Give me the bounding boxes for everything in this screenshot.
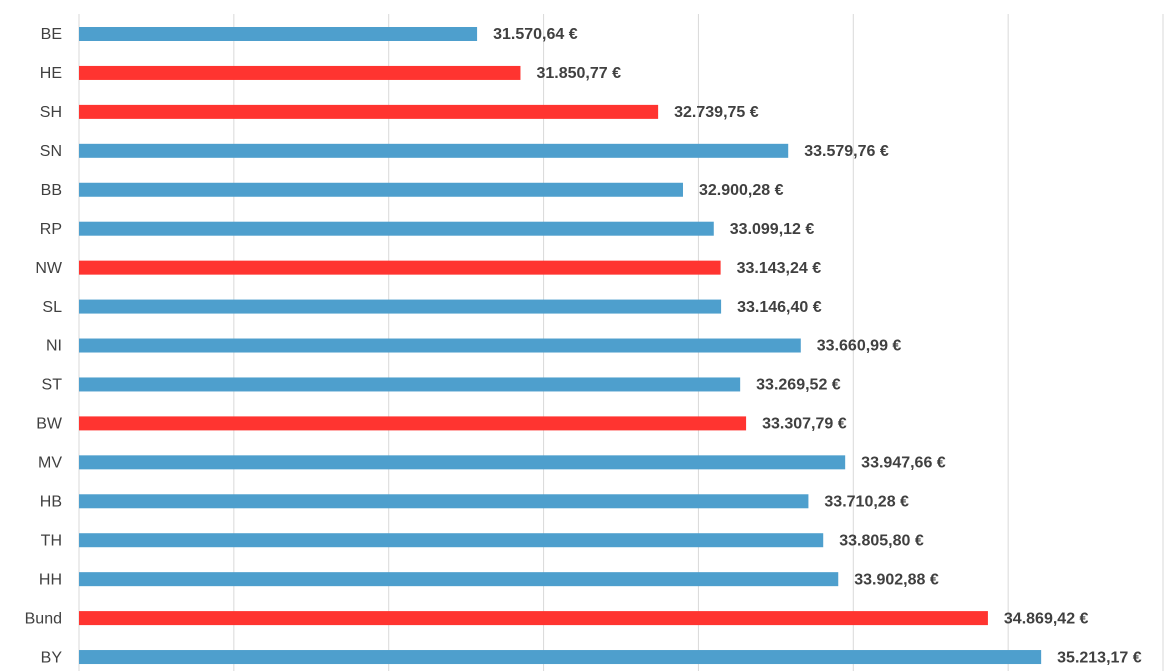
y-tick-label: Bund: [25, 610, 62, 627]
y-tick-label: BB: [41, 182, 62, 199]
y-tick-label: HB: [40, 493, 62, 510]
value-label: 33.805,80 €: [839, 532, 924, 549]
y-tick-label: NI: [46, 338, 62, 355]
bar: [79, 65, 521, 80]
bar: [79, 143, 789, 158]
y-tick-label: ST: [42, 377, 63, 394]
y-tick-label: BE: [41, 26, 62, 43]
y-tick-label: SN: [40, 143, 62, 160]
value-label: 33.660,99 €: [817, 338, 902, 355]
value-label: 31.850,77 €: [536, 65, 621, 82]
value-label: 33.143,24 €: [737, 260, 822, 277]
bar: [79, 377, 741, 392]
bar: [79, 260, 721, 275]
bar: [79, 494, 809, 509]
value-label: 33.902,88 €: [854, 571, 939, 588]
bar: [79, 455, 846, 470]
bar: [79, 221, 714, 236]
y-tick-label: HE: [40, 65, 62, 82]
value-label: 33.947,66 €: [861, 455, 946, 472]
bar: [79, 611, 988, 626]
y-tick-label: SH: [40, 104, 62, 121]
value-label: 33.269,52 €: [756, 377, 841, 394]
value-label: 35.213,17 €: [1057, 649, 1142, 666]
y-tick-label: RP: [40, 221, 62, 238]
y-tick-label: SL: [42, 299, 62, 316]
bar: [79, 572, 839, 587]
y-tick-label: HH: [39, 571, 62, 588]
y-tick-label: BY: [41, 649, 63, 666]
bar: [79, 416, 747, 431]
bar: [79, 104, 659, 119]
value-label: 33.146,40 €: [737, 299, 822, 316]
y-tick-label: MV: [38, 455, 62, 472]
y-tick-label: NW: [35, 260, 63, 277]
value-label: 31.570,64 €: [493, 26, 578, 43]
bar: [79, 182, 683, 197]
bar: [79, 650, 1042, 665]
value-label: 32.739,75 €: [674, 104, 759, 121]
bar: [79, 299, 722, 314]
value-label: 32.900,28 €: [699, 182, 784, 199]
value-label: 34.869,42 €: [1004, 610, 1089, 627]
value-label: 33.099,12 €: [730, 221, 815, 238]
value-label: 33.579,76 €: [804, 143, 889, 160]
y-tick-label: TH: [41, 532, 62, 549]
value-label: 33.307,79 €: [762, 416, 847, 433]
y-tick-label: BW: [36, 416, 63, 433]
bar: [79, 533, 824, 548]
value-label: 33.710,28 €: [824, 493, 909, 510]
bar: [79, 338, 801, 353]
bar: [79, 27, 478, 41]
